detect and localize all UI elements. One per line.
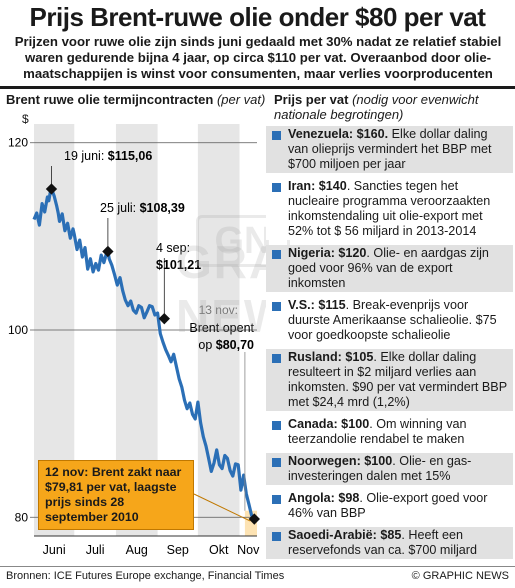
chart-heading-unit: (per vat) <box>216 92 266 107</box>
prices-heading-title: Prijs per vat <box>274 92 349 107</box>
bullet-square-icon <box>272 183 281 192</box>
chart-heading-text: Brent ruwe olie termijncontracten <box>6 92 214 107</box>
bullet-square-icon <box>272 131 281 140</box>
price-item-country: Angola: $98 <box>288 491 360 505</box>
price-item-country: Rusland: $105 <box>288 350 374 364</box>
source-note: Bronnen: ICE Futures Europe exchange, Fi… <box>6 570 285 582</box>
prices-list: Venezuela: $160. Elke dollar daling van … <box>266 126 513 564</box>
annotation-value: $101,21 <box>156 258 201 272</box>
brent-price-line <box>32 187 256 521</box>
price-item: Angola: $98. Olie-export goed voor 46% v… <box>266 490 513 522</box>
price-item-country: Iran: $140 <box>288 179 347 193</box>
price-item: Venezuela: $160. Elke dollar daling van … <box>266 126 513 173</box>
bullet-square-icon <box>272 458 281 467</box>
price-item: V.S.: $115. Break-evenprijs voor duurste… <box>266 297 513 344</box>
x-tick-label: Okt <box>209 543 229 557</box>
bullet-square-icon <box>272 421 281 430</box>
price-item: Noorwegen: $100. Olie- en gas-investerin… <box>266 453 513 485</box>
price-item-country: Venezuela: $160. <box>288 127 389 141</box>
price-item-text: . Olie- en aardgas zijn goed voor 96% va… <box>288 246 489 290</box>
y-tick-label: 120 <box>8 136 28 150</box>
price-item-text: . Heeft een reservefonds van ca. $700 mi… <box>288 528 478 557</box>
annotation-label: 19 juni: $115,06 <box>64 149 152 163</box>
price-item: Iran: $140. Sancties tegen het nucleaire… <box>266 178 513 240</box>
annotation-label: 13 nov: <box>199 303 238 317</box>
price-item-text: . Olie-export goed voor 46% van BBP <box>288 491 488 520</box>
annotation-marker <box>158 313 170 325</box>
bullet-square-icon <box>272 495 281 504</box>
x-tick-label: Nov <box>237 543 260 557</box>
prices-heading-note: (nodig voor evenwicht nationale begrotin… <box>274 92 479 122</box>
price-item-country: Saoedi-Arabië: $85 <box>288 528 402 542</box>
annotation-label: 25 juli: $108,39 <box>100 201 185 215</box>
bullet-square-icon <box>272 532 281 541</box>
price-item-text: . Om winning van teerzandolie rendabel t… <box>288 417 467 446</box>
price-item-country: Canada: $100 <box>288 417 370 431</box>
annotation-label: 4 sep: <box>156 241 190 255</box>
price-item: Nigeria: $120. Olie- en aardgas zijn goe… <box>266 245 513 292</box>
bullet-square-icon <box>272 302 281 311</box>
price-item-text: . Elke dollar daling resulteert in $2 mi… <box>288 350 507 409</box>
page-subtitle: Prijzen voor ruwe olie zijn sinds juni g… <box>14 34 502 81</box>
price-item: Canada: $100. Om winning van teerzandoli… <box>266 416 513 448</box>
chart-heading: Brent ruwe olie termijncontracten (per v… <box>6 92 265 107</box>
price-item-country: Nigeria: $120 <box>288 246 367 260</box>
title-divider <box>0 86 515 89</box>
annotation-value: Brent opent <box>189 321 254 335</box>
footer-divider <box>0 566 515 567</box>
y-tick-label: 100 <box>8 323 28 337</box>
x-tick-label: Aug <box>126 543 148 557</box>
credit-note: © GRAPHIC NEWS <box>411 570 509 582</box>
price-item-country: V.S.: $115 <box>288 298 346 312</box>
annotation-marker <box>45 183 58 195</box>
chart-callout: 12 nov: Brent zakt naar $79,81 per vat, … <box>38 460 194 530</box>
annotation-marker <box>102 245 114 258</box>
price-item: Rusland: $105. Elke dollar daling result… <box>266 349 513 411</box>
price-item-text: . Break-evenprijs voor duurste Amerikaan… <box>288 298 497 342</box>
price-item-text: Elke dollar daling van olieprijs vermind… <box>288 127 492 171</box>
x-tick-label: Juli <box>86 543 105 557</box>
annotation-value: $115,06 <box>108 149 153 163</box>
bullet-square-icon <box>272 354 281 363</box>
x-tick-label: Juni <box>43 543 66 557</box>
annotation-value-number: $80,70 <box>216 338 254 352</box>
page-title: Prijs Brent-ruwe olie onder $80 per vat <box>29 2 486 32</box>
price-item-text: . Olie- en gas-investeringen dalen met 1… <box>288 454 472 483</box>
callout-leader <box>193 493 251 522</box>
price-item-country: Noorwegen: $100 <box>288 454 393 468</box>
bullet-square-icon <box>272 250 281 259</box>
annotation-value: $108,39 <box>140 201 185 215</box>
callout-marker <box>248 513 260 525</box>
annotation-value: op $80,70 <box>198 338 254 352</box>
price-item-text: . Sancties tegen het nucleaire programma… <box>288 179 491 238</box>
x-tick-label: Sep <box>167 543 189 557</box>
watermark-logo: GN <box>196 215 290 267</box>
y-tick-label: 80 <box>15 510 29 524</box>
prices-heading: Prijs per vat (nodig voor evenwicht nati… <box>274 92 510 122</box>
y-axis-unit: $ <box>22 112 29 126</box>
price-item: Saoedi-Arabië: $85. Heeft een reservefon… <box>266 527 513 559</box>
